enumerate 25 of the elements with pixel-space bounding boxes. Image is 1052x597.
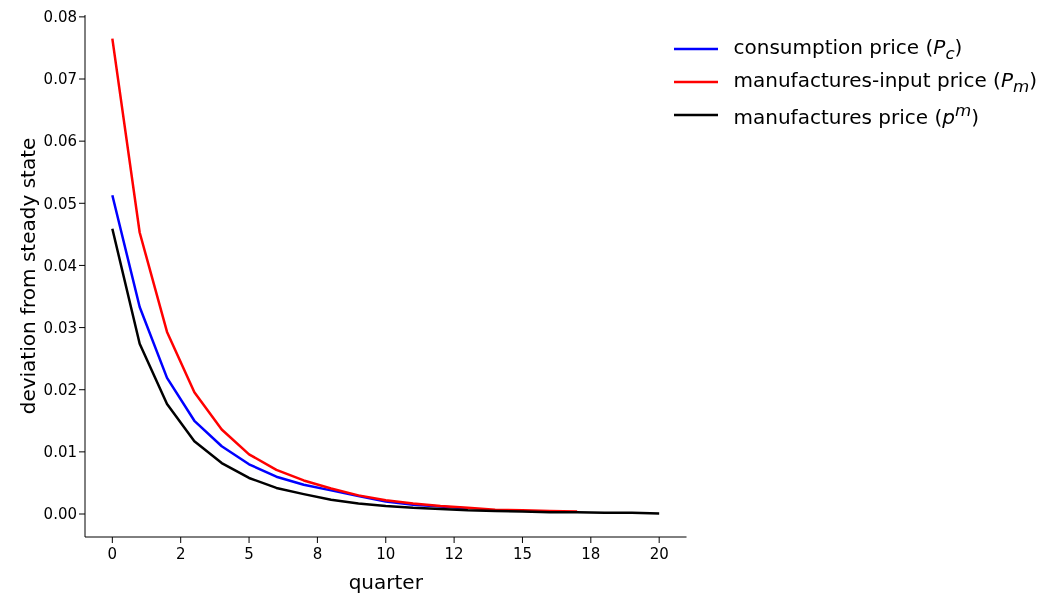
y-axis-title: deviation from steady state	[16, 137, 41, 415]
x-tick-label: 10	[376, 545, 396, 563]
x-tick-label: 12	[444, 545, 464, 563]
x-axis-title: quarter	[348, 570, 424, 594]
x-tick-label: 8	[312, 545, 323, 563]
x-tick-label: 5	[244, 545, 254, 563]
x-tick-label: 20	[649, 545, 669, 563]
y-tick-label: 0.00	[43, 505, 77, 524]
line-series	[111, 227, 661, 515]
legend-label: manufactures price (p$^{m}$)	[733, 100, 979, 129]
x-tick-label: 0	[107, 545, 118, 563]
y-tick-label: 0.07	[43, 70, 77, 89]
x-tick-label: 18	[581, 545, 601, 563]
y-tick-label: 0.06	[43, 132, 77, 151]
y-tick-label: 0.02	[43, 381, 77, 400]
y-tick-label: 0.03	[43, 318, 77, 337]
x-tick-label: 2	[175, 545, 186, 563]
y-tick-label: 0.08	[43, 8, 77, 27]
legend-label: consumption price (P$_{c}$)	[733, 34, 963, 63]
y-tick-label: 0.05	[43, 194, 77, 213]
x-tick-label: 15	[512, 545, 533, 563]
legend-label: manufactures-input price (P$_{m}$)	[733, 67, 1037, 96]
y-tick-label: 0.01	[43, 443, 77, 462]
y-tick-label: 0.04	[43, 256, 77, 275]
line-series	[111, 37, 579, 513]
